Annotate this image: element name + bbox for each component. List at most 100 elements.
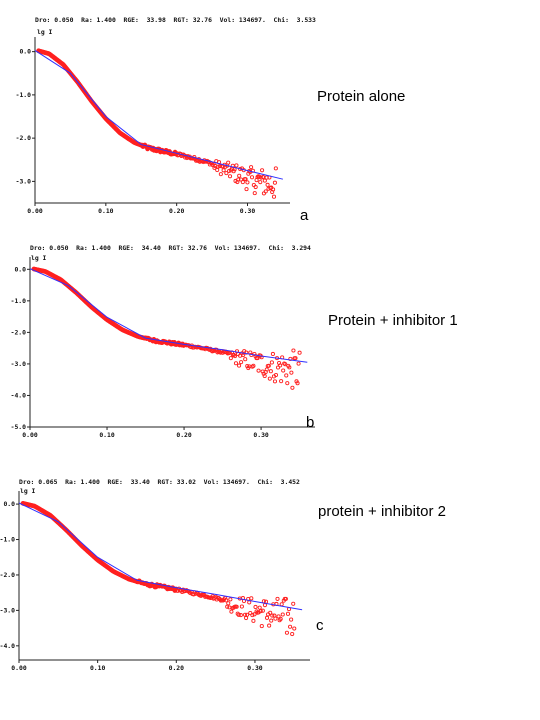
data-point — [289, 370, 294, 375]
data-point — [202, 346, 207, 351]
data-point — [279, 602, 284, 607]
data-point — [265, 182, 270, 187]
data-point — [144, 336, 150, 341]
data-point — [69, 533, 75, 539]
data-point — [295, 381, 300, 386]
data-point — [204, 159, 209, 164]
data-point — [217, 597, 222, 602]
data-point — [44, 511, 50, 516]
data-point — [86, 549, 92, 555]
data-point — [222, 350, 227, 355]
data-point — [103, 116, 109, 122]
y-axis-label: lg I — [20, 487, 36, 495]
data-point — [151, 148, 157, 153]
data-point — [185, 154, 190, 159]
data-point — [208, 595, 213, 600]
data-point — [117, 130, 123, 136]
data-point — [43, 510, 49, 516]
data-point — [131, 578, 137, 583]
data-point — [264, 615, 270, 620]
data-point — [213, 347, 218, 352]
data-point — [231, 605, 236, 610]
data-point — [267, 175, 272, 180]
y-tick-label: 0.0 — [14, 265, 26, 273]
data-point — [67, 531, 73, 537]
data-point — [266, 186, 271, 191]
data-point — [229, 350, 234, 355]
data-point — [232, 354, 238, 359]
data-point — [200, 592, 205, 597]
data-point — [238, 353, 243, 358]
data-point — [125, 576, 131, 581]
data-point — [155, 146, 160, 152]
data-point — [54, 518, 59, 524]
data-point — [96, 558, 101, 563]
data-point — [171, 586, 177, 592]
data-point — [139, 142, 145, 148]
data-point — [121, 328, 127, 333]
data-point — [106, 119, 112, 125]
data-point — [143, 335, 149, 341]
data-point — [223, 349, 228, 354]
data-point — [162, 583, 167, 589]
data-point — [57, 59, 62, 65]
data-point — [228, 597, 233, 602]
data-point — [123, 329, 129, 334]
data-point — [102, 315, 107, 321]
data-point — [227, 605, 232, 610]
data-point — [89, 305, 95, 311]
data-point — [107, 120, 113, 126]
data-point — [191, 345, 196, 350]
data-point — [211, 596, 216, 601]
data-point — [207, 595, 212, 600]
data-point — [83, 91, 89, 97]
data-point — [188, 344, 193, 350]
data-point — [119, 131, 125, 137]
panel-letter: c — [316, 617, 324, 634]
data-point — [97, 109, 103, 114]
data-point — [125, 135, 130, 141]
data-point — [215, 168, 220, 173]
data-point — [220, 598, 226, 603]
data-point — [224, 171, 229, 176]
data-point — [134, 333, 139, 339]
y-tick-label: -2.0 — [11, 328, 27, 336]
data-point — [283, 362, 288, 367]
data-point — [264, 367, 269, 372]
data-point — [207, 162, 212, 167]
data-point — [170, 340, 175, 345]
data-point — [131, 332, 136, 337]
data-point — [272, 379, 278, 384]
data-point — [112, 569, 118, 575]
data-point — [165, 150, 171, 155]
data-point — [101, 314, 106, 320]
data-point — [96, 107, 102, 113]
data-point — [246, 171, 251, 176]
data-point — [137, 579, 143, 585]
data-point — [261, 371, 266, 376]
data-point — [276, 614, 281, 619]
data-point — [167, 586, 172, 592]
data-point — [168, 341, 174, 347]
data-point — [222, 162, 227, 167]
data-point — [242, 177, 247, 182]
data-point — [291, 348, 296, 353]
data-point — [209, 161, 214, 166]
data-point — [190, 345, 195, 350]
data-point — [82, 298, 88, 304]
data-point — [270, 613, 275, 618]
data-point — [63, 65, 69, 71]
data-point — [59, 277, 64, 283]
data-point — [158, 149, 163, 155]
data-point — [74, 78, 80, 84]
data-point — [229, 166, 234, 171]
data-point — [150, 145, 156, 151]
data-point — [187, 344, 192, 349]
data-point — [234, 163, 239, 168]
data-point — [71, 535, 77, 541]
data-point — [255, 175, 260, 180]
data-point — [194, 590, 199, 595]
data-point — [212, 595, 217, 600]
data-point — [180, 341, 185, 347]
data-point — [31, 503, 36, 509]
